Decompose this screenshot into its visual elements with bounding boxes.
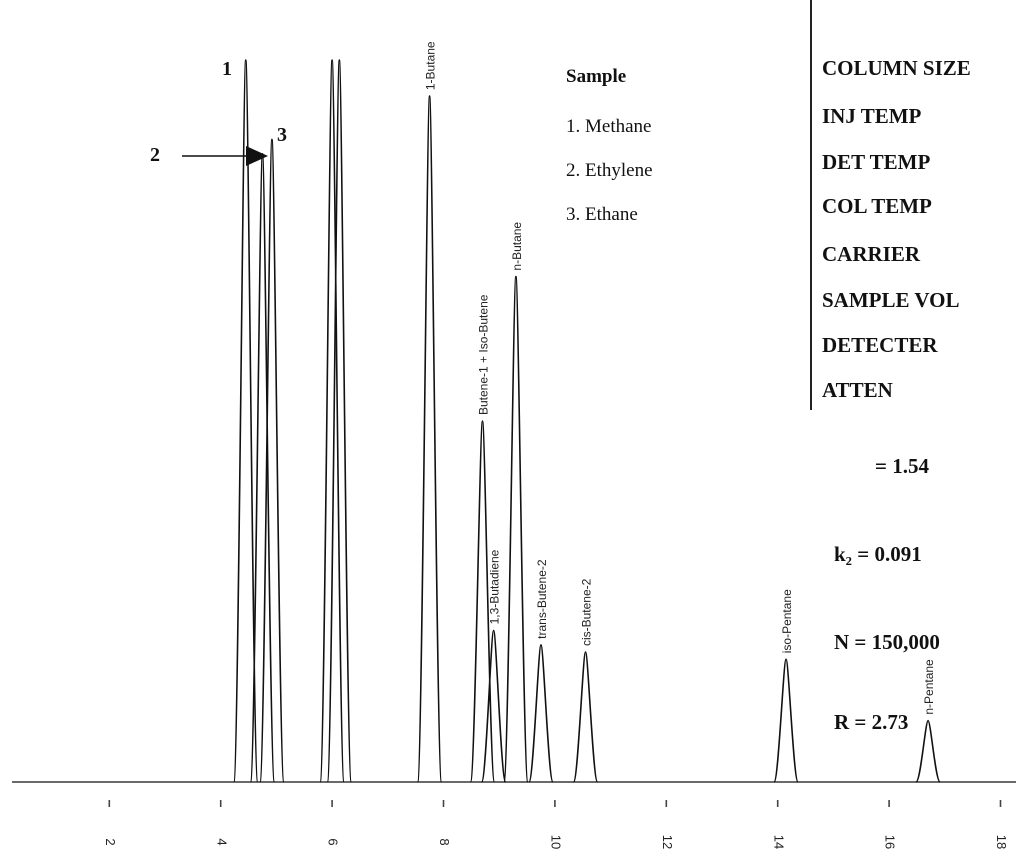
peak-label: Butene-1 + Iso-Butene [476,294,490,415]
peak-labels-layer: 1-Butane Butene-1 + Iso-Butene 1,3-Butadie… [424,41,937,715]
peak-label: 1-Butane [424,41,438,90]
conditions-divider [810,0,812,410]
stat-r: R = 2.73 [834,710,909,734]
peak-label: n-Butane [510,222,524,271]
condition-detecter: DETECTER [822,333,938,357]
condition-column-size: COLUMN SIZE [822,56,971,80]
stat-alpha: = 1.54 [875,454,929,478]
peak-label: iso-Pentane [780,589,794,653]
x-tick-label: 2 [103,838,118,845]
chromatogram-peak [249,153,276,783]
stat-n: N = 150,000 [834,630,940,654]
chromatogram-peak [319,59,345,783]
peak-1-marker: 1 [222,58,232,80]
peak-3-marker: 3 [277,124,287,146]
peak-label: 1,3-Butadiene [488,549,502,624]
x-axis: 2 4 6 8 10 12 14 16 18 [103,800,1009,849]
peak-2-marker: 2 [150,144,160,166]
chromatogram-peak [915,719,941,783]
x-tick-label: 10 [548,835,563,849]
peak-2-arrow [182,146,268,166]
chromatogram-peak [259,138,285,783]
condition-inj-temp: INJ TEMP [822,104,922,128]
x-tick-label: 4 [214,838,229,845]
condition-det-temp: DET TEMP [822,150,931,174]
stat-k2: k₂ = 0.091 [834,542,922,566]
chromatogram-peak [480,629,507,783]
condition-atten: ATTEN [822,378,893,402]
condition-sample-vol: SAMPLE VOL [822,288,960,312]
condition-carrier: CARRIER [822,242,921,266]
chromatogram-peak [416,95,443,783]
x-tick-label: 8 [437,838,452,845]
chromatogram-peak [469,420,496,783]
chromatogram-peak [326,59,353,783]
chromatogram-peak [572,651,599,783]
sample-title: Sample [566,66,627,87]
peak-label: cis-Butene-2 [580,578,594,646]
condition-col-temp: COL TEMP [822,194,932,218]
x-tick-label: 18 [994,835,1009,849]
x-tick-label: 12 [660,835,675,849]
peak-label: n-Pentane [922,659,936,715]
peak-label: trans-Butene-2 [535,559,549,639]
chromatogram-trace-layer [12,59,1016,783]
x-tick-label: 16 [883,835,898,849]
sample-item-ethylene: 2. Ethylene [566,160,653,181]
sample-item-methane: 1. Methane [566,116,652,137]
chromatogram-peak [528,644,554,783]
arrow-head [246,146,268,166]
sample-item-ethane: 3. Ethane [566,204,638,225]
x-tick-label: 6 [326,838,341,845]
chromatogram-peak [233,59,259,783]
chromatogram-peak [773,658,799,783]
x-tick-label: 14 [771,835,786,849]
chromatogram-peak [503,275,529,783]
